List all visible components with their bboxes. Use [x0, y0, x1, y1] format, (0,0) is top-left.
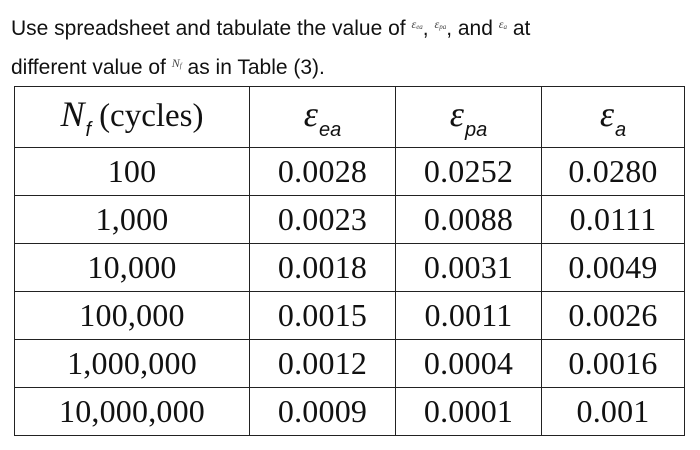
cell-epsilon-pa: 0.0011	[395, 291, 542, 340]
header-epsilon-a: εa	[541, 86, 685, 148]
epsilon-pa-subscript: pa	[439, 23, 447, 31]
cell-cycles: 100	[14, 147, 250, 196]
strain-table-container: Nf (cycles) εea εpa εa 100 0.0028 0.0252 …	[14, 86, 685, 436]
header-cycles: Nf (cycles)	[14, 86, 250, 148]
header-cycles-symbol: N	[60, 93, 85, 134]
table-row: 1,000,000 0.0012 0.0004 0.0016	[14, 339, 685, 388]
cell-epsilon-pa: 0.0252	[395, 147, 542, 196]
question-line-2-end: as in Table (3).	[181, 56, 325, 79]
epsilon-a-symbol: εa	[499, 17, 507, 31]
table-row: 100 0.0028 0.0252 0.0280	[14, 147, 685, 196]
table-row: 10,000 0.0018 0.0031 0.0049	[14, 243, 685, 292]
cell-cycles: 10,000,000	[14, 387, 250, 436]
cell-epsilon-ea: 0.0015	[249, 291, 396, 340]
cell-epsilon-pa: 0.0088	[395, 195, 542, 244]
header-cycles-subscript: f	[85, 118, 92, 141]
epsilon-ea-subscript: ea	[416, 23, 423, 31]
question-line-2: different value of Nf as in Table (3).	[11, 51, 691, 90]
cell-epsilon-ea: 0.0018	[249, 243, 396, 292]
question-line-1: Use spreadsheet and tabulate the value o…	[11, 12, 691, 51]
nf-letter: N	[171, 56, 180, 70]
epsilon-pa-letter: ε	[434, 17, 440, 31]
epsilon-a-subscript: a	[503, 23, 507, 31]
epsilon-pa-symbol: εpa	[434, 17, 446, 31]
header-epsilon-ea-symbol: ε	[303, 93, 318, 134]
cell-cycles: 100,000	[14, 291, 250, 340]
cell-cycles: 1,000,000	[14, 339, 250, 388]
question-text: Use spreadsheet and tabulate the value o…	[11, 12, 691, 90]
epsilon-ea-letter: ε	[411, 17, 417, 31]
table-row: 100,000 0.0015 0.0011 0.0026	[14, 291, 685, 340]
header-cycles-text: (cycles)	[99, 97, 204, 134]
cell-epsilon-ea: 0.0009	[249, 387, 396, 436]
header-epsilon-a-subscript: a	[615, 118, 627, 141]
cell-epsilon-a: 0.0111	[541, 195, 685, 244]
cell-epsilon-ea: 0.0012	[249, 339, 396, 388]
cell-epsilon-ea: 0.0028	[249, 147, 396, 196]
header-epsilon-ea: εea	[249, 86, 396, 148]
cell-epsilon-pa: 0.0001	[395, 387, 542, 436]
cell-epsilon-a: 0.0049	[541, 243, 685, 292]
separator-1: ,	[422, 17, 435, 40]
header-epsilon-pa-symbol: ε	[449, 93, 464, 134]
header-epsilon-pa-subscript: pa	[464, 118, 488, 141]
separator-2: , and	[446, 17, 499, 40]
nf-subscript: f	[179, 62, 182, 70]
cell-epsilon-a: 0.001	[541, 387, 685, 436]
cell-epsilon-ea: 0.0023	[249, 195, 396, 244]
strain-table: Nf (cycles) εea εpa εa 100 0.0028 0.0252 …	[14, 86, 685, 436]
question-line-2-start: different value of	[11, 56, 172, 79]
table-header-row: Nf (cycles) εea εpa εa	[14, 86, 685, 148]
cell-cycles: 10,000	[14, 243, 250, 292]
epsilon-ea-symbol: εea	[411, 17, 422, 31]
cell-epsilon-a: 0.0280	[541, 147, 685, 196]
question-line-1-start: Use spreadsheet and tabulate the value o…	[11, 17, 412, 40]
question-line-1-end: at	[506, 17, 531, 40]
cell-cycles: 1,000	[14, 195, 250, 244]
table-row: 1,000 0.0023 0.0088 0.0111	[14, 195, 685, 244]
cell-epsilon-a: 0.0026	[541, 291, 685, 340]
header-epsilon-ea-subscript: ea	[318, 118, 342, 141]
header-epsilon-a-symbol: ε	[599, 93, 615, 134]
cell-epsilon-a: 0.0016	[541, 339, 685, 388]
table-row: 10,000,000 0.0009 0.0001 0.001	[14, 387, 685, 436]
header-epsilon-pa: εpa	[395, 86, 542, 148]
epsilon-a-letter: ε	[498, 17, 504, 31]
cell-epsilon-pa: 0.0031	[395, 243, 542, 292]
nf-symbol: Nf	[172, 56, 182, 70]
cell-epsilon-pa: 0.0004	[395, 339, 542, 388]
